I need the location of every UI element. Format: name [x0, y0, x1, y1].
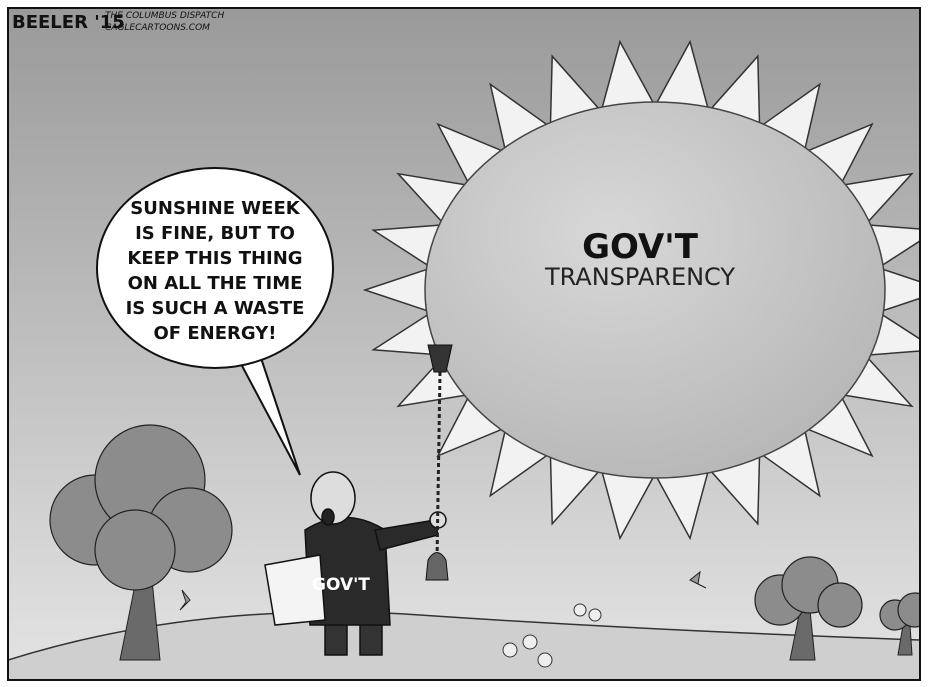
- bubble-line: IS FINE, BUT TO: [135, 223, 295, 244]
- publication: THE COLUMBUS DISPATCH: [105, 11, 224, 21]
- bubble-line: IS SUCH A WASTE: [126, 298, 305, 319]
- bubble-line: SUNSHINE WEEK: [130, 198, 300, 219]
- bubble-line: ON ALL THE TIME: [128, 273, 303, 294]
- bubble-line: KEEP THIS THING: [127, 248, 302, 269]
- bubble-line: OF ENERGY!: [153, 323, 276, 344]
- website: CAGLECARTOONS.COM: [105, 23, 210, 33]
- folder-label: GOV'T: [312, 575, 370, 595]
- sun-label-title: GOV'T: [582, 227, 699, 267]
- sun-label-subtitle: TRANSPARENCY: [544, 263, 735, 291]
- cartoon: GOV'T SUNSHINE WEEK IS FINE, BUT TO KEEP T…: [0, 0, 928, 687]
